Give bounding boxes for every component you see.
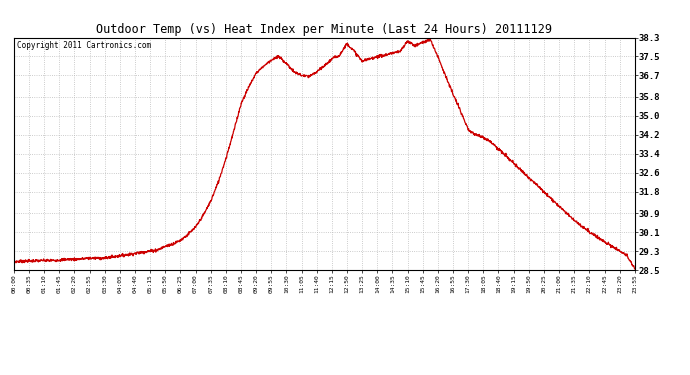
Text: Copyright 2011 Cartronics.com: Copyright 2011 Cartronics.com [17,41,151,50]
Title: Outdoor Temp (vs) Heat Index per Minute (Last 24 Hours) 20111129: Outdoor Temp (vs) Heat Index per Minute … [97,23,552,36]
